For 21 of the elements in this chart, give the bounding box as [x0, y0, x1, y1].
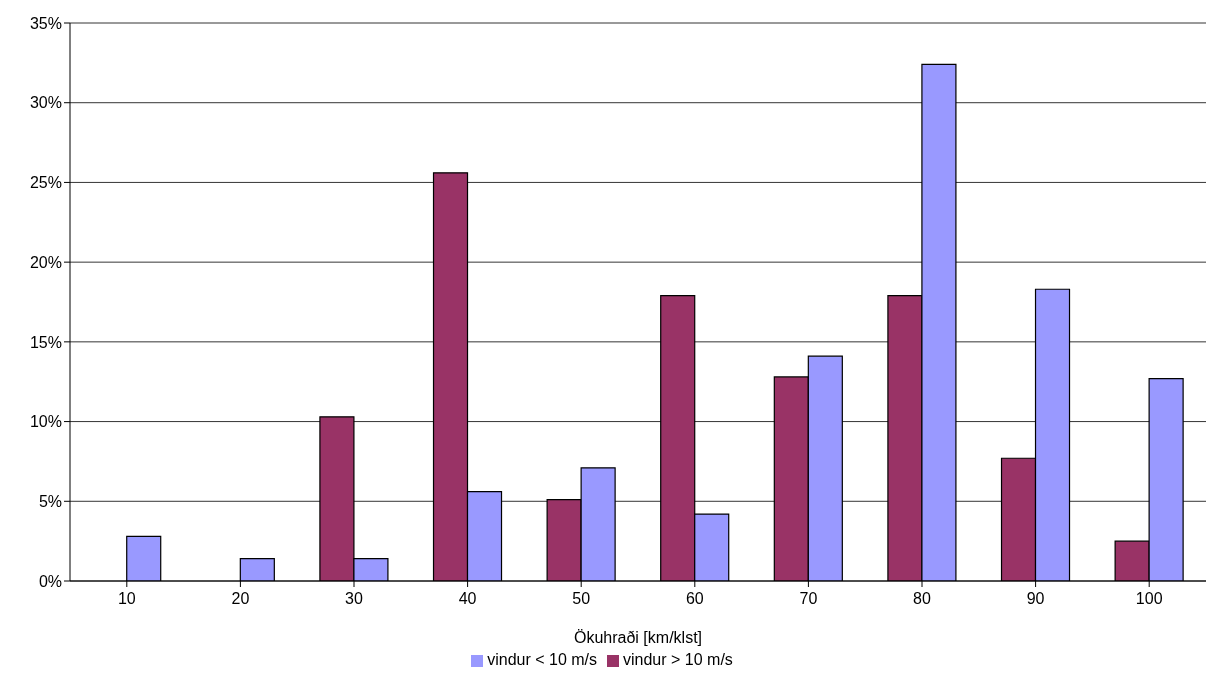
x-tick-label: 50	[572, 590, 591, 608]
y-tick-label: 20%	[29, 253, 62, 271]
legend-label: vindur > 10 m/s	[623, 651, 733, 668]
x-axis-title: Ökuhraði [km/klst]	[573, 629, 703, 646]
x-tick-label: 80	[913, 590, 931, 608]
x-tick-label: 70	[799, 590, 818, 608]
legend-label: vindur < 10 m/s	[487, 651, 597, 668]
x-tick-label: 10	[117, 590, 136, 608]
x-tick-label: 20	[231, 590, 250, 608]
x-tick-label: 60	[685, 590, 704, 608]
y-tick-label: 35%	[29, 14, 62, 32]
x-tick-label: 90	[1026, 590, 1045, 608]
y-tick-label: 5%	[38, 492, 62, 510]
y-tick-label: 15%	[29, 333, 62, 351]
x-tick-label: 100	[1135, 590, 1163, 608]
y-tick-label: 10%	[29, 413, 62, 431]
y-tick-label: 25%	[29, 174, 62, 192]
y-tick-label: 30%	[29, 94, 62, 112]
y-tick-label: 0%	[38, 572, 62, 590]
x-tick-label: 30	[345, 590, 363, 608]
x-tick-label: 40	[458, 590, 477, 608]
